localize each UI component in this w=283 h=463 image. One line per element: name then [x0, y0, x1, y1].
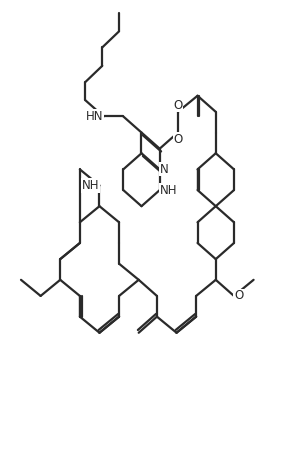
Text: NH: NH [160, 184, 177, 197]
Text: N: N [160, 163, 168, 176]
Text: O: O [234, 289, 243, 302]
Text: NH: NH [82, 179, 99, 192]
Text: O: O [173, 99, 183, 112]
Text: HN: HN [86, 110, 104, 123]
Text: O: O [173, 132, 183, 145]
